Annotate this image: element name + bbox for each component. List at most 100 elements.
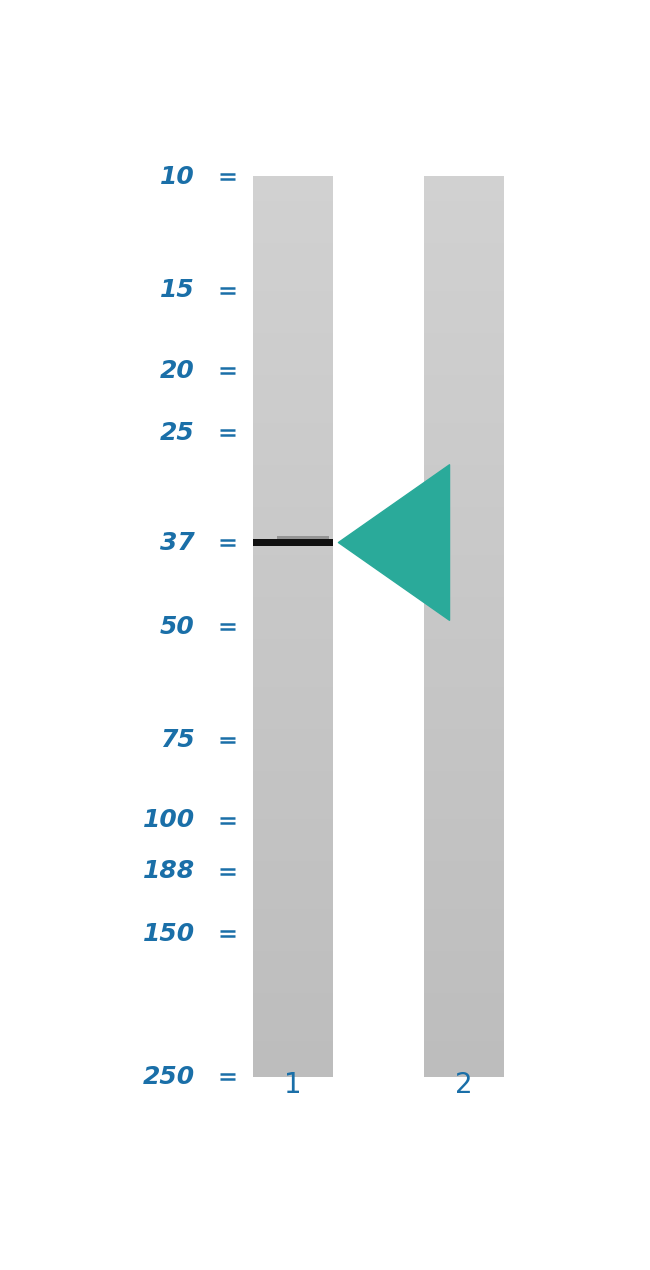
Bar xyxy=(424,415,504,423)
Bar xyxy=(252,415,333,423)
Bar xyxy=(424,464,504,471)
Text: 10: 10 xyxy=(160,165,194,189)
Bar xyxy=(252,536,333,542)
Bar xyxy=(424,997,504,1005)
Bar xyxy=(424,655,504,663)
Bar xyxy=(252,260,333,267)
Bar xyxy=(424,331,504,339)
Text: 150: 150 xyxy=(142,922,194,946)
Bar xyxy=(252,439,333,447)
Text: 20: 20 xyxy=(160,358,194,382)
Bar xyxy=(424,776,504,782)
Bar xyxy=(252,241,333,249)
Bar xyxy=(424,781,504,789)
Bar xyxy=(252,199,333,207)
Bar xyxy=(252,404,333,410)
Bar xyxy=(424,758,504,765)
Bar xyxy=(252,721,333,729)
Bar xyxy=(424,572,504,579)
Bar xyxy=(252,434,333,441)
Bar xyxy=(252,182,333,189)
Bar xyxy=(252,224,333,231)
Bar xyxy=(252,422,333,429)
Bar xyxy=(424,512,504,518)
Text: 50: 50 xyxy=(160,615,194,639)
Bar xyxy=(252,373,333,381)
Bar xyxy=(424,470,504,476)
Bar xyxy=(424,254,504,260)
Bar xyxy=(424,422,504,429)
Bar xyxy=(252,1003,333,1011)
Bar xyxy=(424,908,504,914)
Bar xyxy=(424,716,504,723)
Bar xyxy=(252,584,333,591)
Bar xyxy=(424,721,504,729)
Bar xyxy=(252,523,333,531)
Bar xyxy=(252,362,333,368)
Bar xyxy=(252,398,333,405)
Bar xyxy=(252,589,333,597)
Bar xyxy=(424,919,504,927)
Bar xyxy=(424,836,504,842)
Bar xyxy=(424,536,504,542)
Bar xyxy=(252,248,333,255)
Bar xyxy=(252,950,333,956)
Bar xyxy=(424,944,504,950)
Bar xyxy=(252,314,333,321)
Bar xyxy=(424,955,504,963)
Bar xyxy=(252,968,333,974)
Bar xyxy=(252,860,333,866)
Bar xyxy=(252,794,333,800)
Bar xyxy=(252,283,333,291)
Bar xyxy=(252,349,333,357)
Bar xyxy=(424,961,504,969)
Bar xyxy=(252,290,333,297)
Bar xyxy=(424,362,504,368)
Bar xyxy=(424,895,504,903)
Bar xyxy=(252,781,333,789)
Bar xyxy=(424,218,504,225)
Bar xyxy=(252,692,333,699)
Bar xyxy=(424,1003,504,1011)
Bar xyxy=(424,199,504,207)
Bar xyxy=(252,908,333,914)
Bar xyxy=(424,434,504,441)
Bar xyxy=(252,926,333,932)
Bar xyxy=(424,560,504,566)
Bar xyxy=(424,505,504,513)
Bar xyxy=(424,500,504,507)
Bar xyxy=(424,428,504,434)
Bar xyxy=(424,589,504,597)
Bar xyxy=(252,542,333,549)
Bar xyxy=(424,296,504,302)
Text: 2: 2 xyxy=(455,1071,473,1099)
Bar xyxy=(424,182,504,189)
Bar xyxy=(424,236,504,243)
Bar xyxy=(252,955,333,963)
Bar xyxy=(252,853,333,861)
Bar xyxy=(424,404,504,410)
Bar xyxy=(252,758,333,765)
Bar xyxy=(252,307,333,315)
Bar xyxy=(424,842,504,848)
Bar xyxy=(252,932,333,939)
Bar xyxy=(424,283,504,291)
Bar xyxy=(424,626,504,632)
Bar xyxy=(252,631,333,639)
Bar xyxy=(424,1021,504,1029)
Bar xyxy=(424,206,504,213)
Bar xyxy=(424,523,504,531)
Bar xyxy=(424,979,504,987)
Bar xyxy=(424,578,504,584)
Bar xyxy=(424,410,504,417)
Text: 25: 25 xyxy=(160,420,194,444)
Bar xyxy=(252,787,333,795)
Bar xyxy=(252,608,333,615)
Bar xyxy=(252,572,333,579)
Bar xyxy=(252,1034,333,1040)
Bar xyxy=(424,326,504,333)
Bar xyxy=(252,805,333,813)
Bar xyxy=(252,386,333,392)
Bar xyxy=(252,565,333,573)
Bar xyxy=(252,673,333,681)
